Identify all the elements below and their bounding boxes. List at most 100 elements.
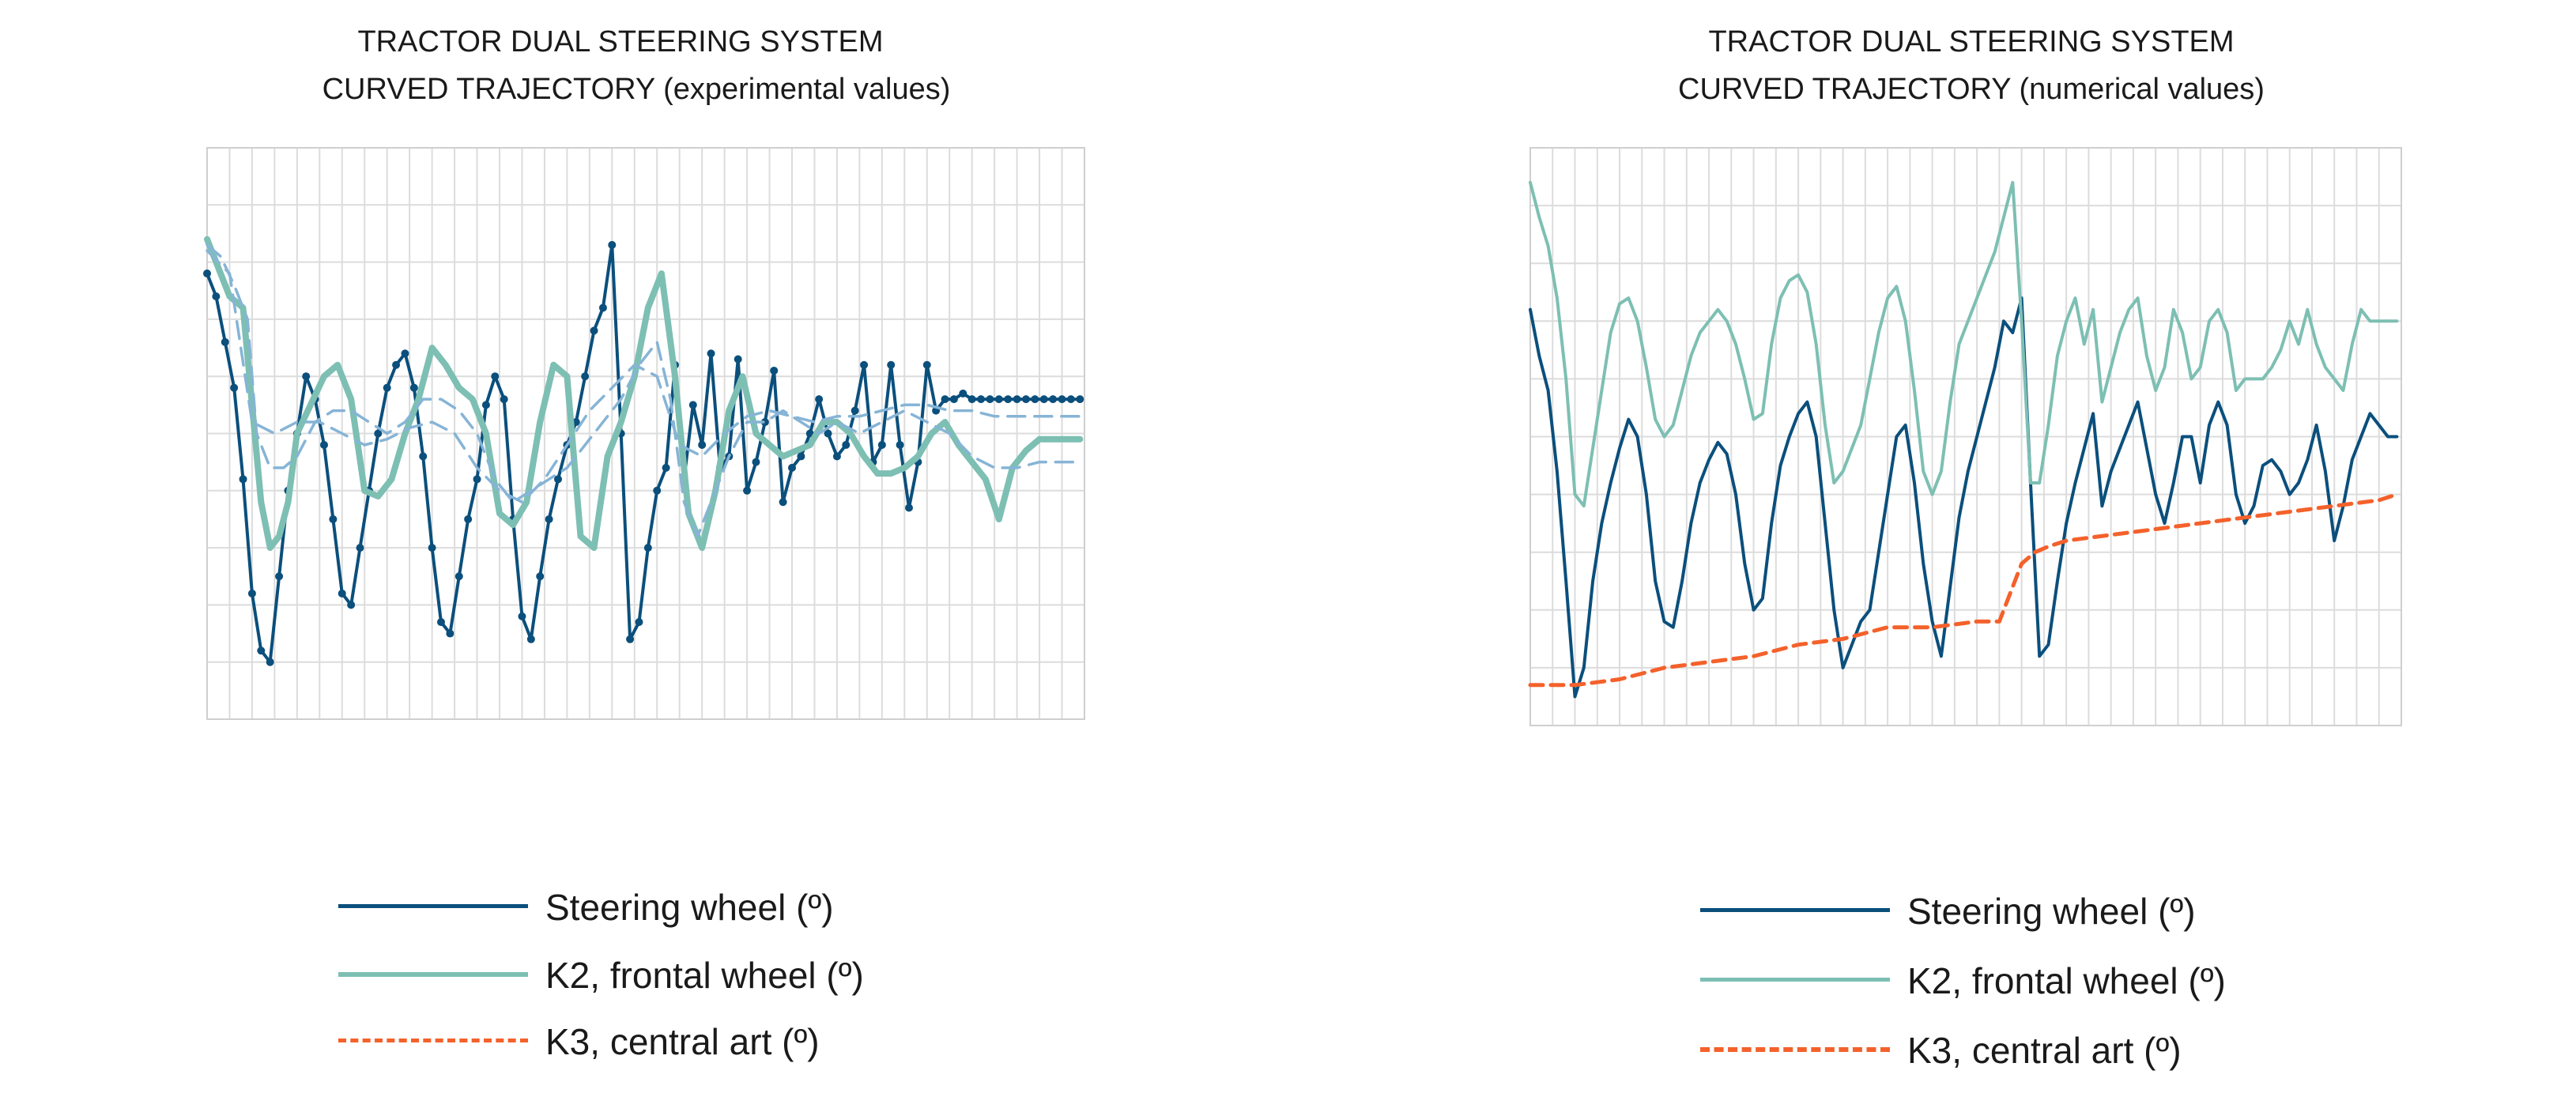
legend-label-steering: Steering wheel (º) <box>545 887 834 928</box>
data-point-steering-wheel <box>779 498 787 507</box>
data-point-steering-wheel <box>454 572 463 581</box>
data-point-steering-wheel <box>338 589 346 597</box>
legend-swatch-k2 <box>1700 978 1890 982</box>
data-point-steering-wheel <box>1058 395 1066 404</box>
data-point-steering-wheel <box>221 337 229 346</box>
experimental-chart: TRACTOR DUAL STEERING SYSTEM CURVED TRAJ… <box>203 25 1085 720</box>
legend-swatch-k3 <box>1700 1047 1890 1052</box>
data-point-steering-wheel <box>1066 395 1075 404</box>
data-point-steering-wheel <box>347 601 356 609</box>
data-point-steering-wheel <box>743 486 752 495</box>
data-point-steering-wheel <box>437 618 445 627</box>
data-point-steering-wheel <box>356 544 364 552</box>
data-point-steering-wheel <box>500 395 508 404</box>
data-point-steering-wheel <box>688 401 697 409</box>
numerical-chart: TRACTOR DUAL STEERING SYSTEM CURVED TRAJ… <box>1528 25 2402 726</box>
data-point-steering-wheel <box>302 372 311 381</box>
data-point-steering-wheel <box>662 463 670 472</box>
data-point-steering-wheel <box>760 418 769 427</box>
plot-area <box>206 147 1085 720</box>
data-point-steering-wheel <box>896 440 904 449</box>
data-point-steering-wheel <box>203 270 211 278</box>
legend-label-k3: K3, central art (º) <box>545 1021 820 1062</box>
data-point-steering-wheel <box>788 463 796 472</box>
data-point-steering-wheel <box>598 303 607 312</box>
data-point-steering-wheel <box>1013 395 1021 404</box>
data-point-steering-wheel <box>239 475 247 484</box>
series-line-k3-central-art <box>206 243 1082 538</box>
data-point-steering-wheel <box>257 646 266 655</box>
data-point-steering-wheel <box>986 395 994 404</box>
data-point-steering-wheel <box>734 355 742 364</box>
data-point-steering-wheel <box>887 360 896 369</box>
data-point-steering-wheel <box>1031 395 1039 404</box>
chart-title-line-1: TRACTOR DUAL STEERING SYSTEM <box>1708 25 2234 58</box>
data-point-steering-wheel <box>581 372 590 381</box>
data-point-steering-wheel <box>419 452 428 461</box>
legend-swatch-steering <box>338 904 528 908</box>
data-point-steering-wheel <box>518 612 526 620</box>
data-point-steering-wheel <box>247 589 256 597</box>
data-point-steering-wheel <box>545 515 553 523</box>
data-point-steering-wheel <box>959 389 967 398</box>
data-point-steering-wheel <box>473 475 481 484</box>
data-point-steering-wheel <box>536 572 545 581</box>
data-point-steering-wheel <box>643 544 652 552</box>
chart-title-line-2: CURVED TRAJECTORY (experimental values) <box>322 73 951 106</box>
legend-swatch-k2 <box>338 972 528 977</box>
data-point-steering-wheel <box>212 292 221 300</box>
data-point-steering-wheel <box>320 440 328 449</box>
data-point-steering-wheel <box>949 395 958 404</box>
data-point-steering-wheel <box>994 395 1003 404</box>
data-point-steering-wheel <box>626 635 635 643</box>
data-point-steering-wheel <box>464 515 473 523</box>
data-point-steering-wheel <box>275 572 284 581</box>
chart-title-line-2: CURVED TRAJECTORY (numerical values) <box>1678 73 2265 106</box>
data-point-steering-wheel <box>1049 395 1058 404</box>
data-point-steering-wheel <box>832 452 841 461</box>
data-point-steering-wheel <box>481 401 490 409</box>
data-point-steering-wheel <box>590 326 598 335</box>
legend-label-k2: K2, frontal wheel (º) <box>1907 960 2226 1001</box>
data-point-steering-wheel <box>491 372 500 381</box>
series-line-k2-frontal-wheel <box>1529 180 2399 508</box>
data-point-steering-wheel <box>446 629 454 638</box>
data-point-steering-wheel <box>770 366 779 375</box>
data-point-steering-wheel <box>967 395 976 404</box>
data-point-steering-wheel <box>1004 395 1013 404</box>
data-point-steering-wheel <box>374 429 383 438</box>
data-point-steering-wheel <box>1076 395 1084 404</box>
legend-swatch-steering <box>1700 908 1890 912</box>
data-point-steering-wheel <box>401 349 409 358</box>
data-point-steering-wheel <box>860 360 869 369</box>
data-point-steering-wheel <box>877 440 886 449</box>
series-line-steering-wheel <box>206 243 1082 664</box>
data-point-steering-wheel <box>707 349 715 358</box>
data-point-steering-wheel <box>392 360 401 369</box>
chart-title-line-1: TRACTOR DUAL STEERING SYSTEM <box>357 25 883 58</box>
data-point-steering-wheel <box>409 383 418 392</box>
data-point-steering-wheel <box>329 515 338 523</box>
series-line-steering-wheel <box>1529 296 2399 699</box>
series-line-k2-frontal-wheel <box>204 236 1084 552</box>
data-point-steering-wheel <box>1039 395 1048 404</box>
data-point-steering-wheel <box>922 360 931 369</box>
data-point-steering-wheel <box>752 458 760 466</box>
legend: Steering wheel (º) K2, frontal wheel (º)… <box>1700 888 2412 1077</box>
chart-panel-numerical: TRACTOR DUAL STEERING SYSTEM CURVED TRAJ… <box>1288 0 2576 1112</box>
data-point-steering-wheel <box>797 452 805 461</box>
data-point-steering-wheel <box>383 383 391 392</box>
legend-label-k3: K3, central art (º) <box>1907 1030 2182 1071</box>
data-point-steering-wheel <box>941 395 949 404</box>
data-point-steering-wheel <box>230 383 239 392</box>
legend: Steering wheel (º) K2, frontal wheel (º)… <box>338 884 1050 1073</box>
data-point-steering-wheel <box>815 395 824 404</box>
legend-swatch-k3 <box>338 1038 528 1042</box>
series-line-k3-central-art <box>206 249 1082 504</box>
data-point-steering-wheel <box>554 475 562 484</box>
series-line-k3-central-art <box>1528 492 2399 688</box>
data-point-steering-wheel <box>608 240 617 249</box>
data-point-steering-wheel <box>905 503 913 512</box>
data-point-steering-wheel <box>842 440 850 449</box>
data-point-steering-wheel <box>1022 395 1030 404</box>
